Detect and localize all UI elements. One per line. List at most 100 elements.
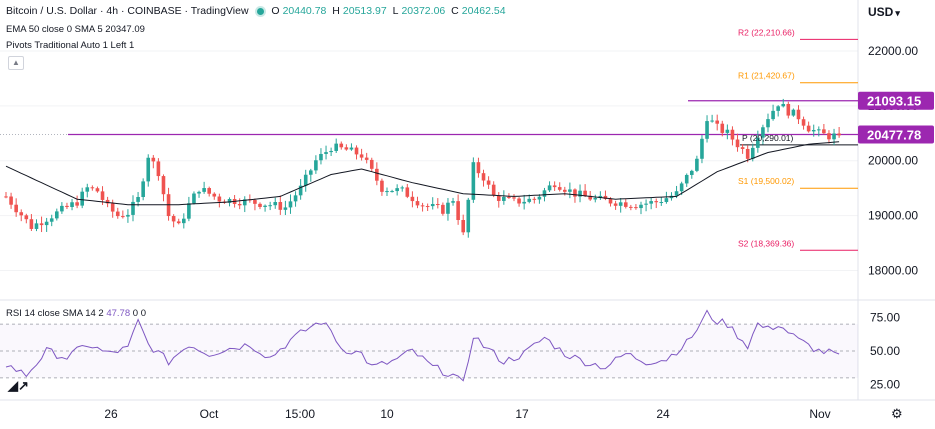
market-open-icon — [257, 7, 265, 15]
candle-body — [60, 205, 64, 212]
candle-body — [39, 223, 44, 226]
candle-body — [80, 191, 84, 206]
candle-body — [552, 185, 557, 188]
candle-body — [258, 203, 262, 207]
ema-indicator-name: EMA 50 close 0 SMA 5 — [6, 24, 103, 35]
price-label-text: 21093.15 — [867, 94, 921, 109]
candle-body — [573, 189, 577, 197]
ema-indicator-legend[interactable]: EMA 50 close 0 SMA 5 20347.09 — [6, 24, 145, 35]
candle-body — [136, 197, 140, 202]
candle-body — [776, 106, 780, 111]
candle-body — [227, 199, 232, 203]
candle-body — [70, 202, 74, 207]
candle-body — [24, 215, 29, 220]
candle-body — [771, 110, 775, 120]
candle-body — [156, 161, 161, 177]
rsi-tick-label: 50.00 — [870, 344, 900, 358]
candle-body — [293, 195, 298, 202]
pivots-indicator-legend[interactable]: Pivots Traditional Auto 1 Left 1 — [6, 40, 134, 51]
candle-body — [369, 159, 374, 169]
candle-body — [192, 193, 196, 204]
ohlc-values: O 20440.78 H 20513.97 L 20372.06 C 20462.54 — [271, 5, 508, 17]
price-tick-label: 22000.00 — [868, 44, 918, 58]
candle-body — [761, 127, 765, 138]
rsi-tick-label: 25.00 — [870, 378, 900, 392]
low-value: 20372.06 — [401, 5, 446, 17]
rsi-legend[interactable]: RSI 14 close SMA 14 2 47.78 0 0 — [6, 308, 146, 319]
candle-body — [364, 157, 369, 160]
candle-body — [197, 191, 201, 194]
candle-body — [49, 218, 54, 222]
candle-body — [674, 191, 679, 196]
candle-body — [817, 129, 821, 131]
chart-header: Bitcoin / U.S. Dollar · 4h · COINBASE · … — [6, 5, 509, 17]
time-tick-label: 10 — [380, 407, 394, 421]
candle-body — [202, 188, 206, 192]
candle-body — [547, 185, 552, 191]
candle-body — [806, 125, 811, 132]
candle-body — [29, 219, 34, 229]
candle-body — [100, 191, 105, 200]
high-value: 20513.97 — [342, 5, 387, 17]
candle-body — [654, 201, 659, 203]
candle-body — [446, 202, 450, 214]
candle-body — [303, 174, 308, 186]
candle-body — [542, 190, 547, 197]
candle-body — [390, 191, 394, 193]
candle-body — [319, 153, 323, 161]
candle-body — [55, 211, 59, 219]
candle-body — [639, 204, 643, 209]
candlestick-series — [4, 98, 841, 238]
rsi-extra-2: 0 — [140, 308, 146, 319]
candle-body — [481, 173, 486, 181]
chevron-up-icon[interactable]: ▲ — [8, 56, 24, 70]
candle-body — [720, 123, 725, 133]
candle-body — [466, 199, 471, 233]
currency-selector[interactable]: USD ▾ — [868, 5, 900, 19]
candle-body — [811, 129, 816, 132]
candle-body — [237, 203, 242, 206]
candle-body — [796, 109, 801, 120]
rsi-axis: 75.00 50.00 25.00 — [870, 310, 900, 391]
candle-body — [786, 103, 791, 116]
candle-body — [461, 220, 465, 233]
candle-body — [375, 168, 379, 181]
tradingview-logo-icon[interactable]: ◢↗ — [8, 378, 29, 393]
candle-body — [730, 129, 735, 140]
price-labels: 21093.15 20477.78 — [858, 91, 934, 144]
candle-body — [425, 206, 430, 208]
candle-body — [837, 133, 841, 136]
candle-body — [664, 198, 669, 203]
candle-body — [176, 221, 181, 224]
candle-body — [750, 147, 755, 159]
candle-body — [161, 176, 166, 195]
rsi-indicator-name: RSI 14 close SMA 14 2 — [6, 308, 104, 319]
pivot-r2-label: R2 (22,210.66) — [738, 27, 795, 37]
chart-grid — [0, 0, 935, 401]
time-tick-label: 24 — [656, 407, 670, 421]
candle-body — [603, 195, 608, 199]
candle-body — [115, 211, 120, 217]
candle-body — [700, 138, 704, 159]
price-tick-label: 19000.00 — [868, 209, 918, 223]
candle-body — [532, 198, 537, 200]
candle-body — [644, 203, 648, 205]
candle-body — [781, 103, 786, 107]
candle-body — [568, 189, 572, 192]
candle-body — [34, 223, 39, 229]
candle-body — [354, 147, 359, 155]
candle-body — [451, 201, 455, 203]
candle-body — [745, 148, 750, 159]
gear-icon[interactable]: ⚙ — [891, 406, 903, 421]
symbol-title[interactable]: Bitcoin / U.S. Dollar · 4h · COINBASE · … — [6, 5, 249, 17]
candle-body — [740, 147, 745, 149]
candle-body — [735, 139, 740, 148]
ema-line — [5, 141, 840, 206]
price-label-text: 20477.78 — [867, 128, 921, 143]
candle-body — [522, 201, 526, 204]
rsi-extra-1: 0 — [132, 308, 139, 319]
time-tick-label: Nov — [809, 407, 830, 421]
currency-label: USD — [868, 5, 894, 19]
candle-body — [537, 196, 542, 200]
